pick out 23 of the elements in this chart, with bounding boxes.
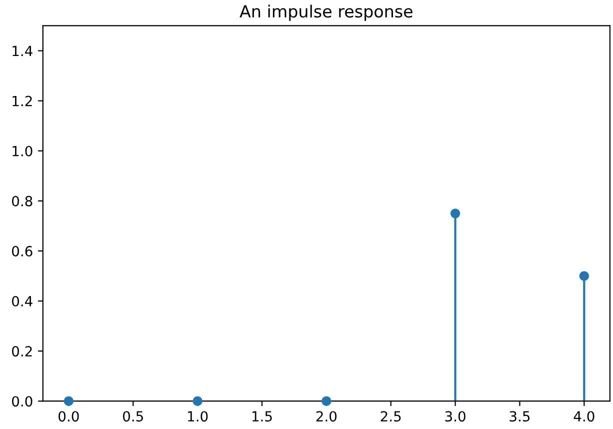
point: [64, 396, 74, 406]
y-tick-label: 0.8: [12, 196, 32, 206]
point: [192, 396, 202, 406]
x-tick-label: 1.0: [188, 411, 208, 422]
x-tick-label: 2.0: [316, 411, 337, 422]
y-tick-label: 0.2: [12, 346, 32, 357]
y-tick-label: 1.0: [12, 146, 32, 156]
x-tick-label: 3.5: [510, 411, 530, 422]
y-tick-label: 1.2: [12, 96, 32, 106]
x-tick-label: 1.5: [252, 411, 272, 422]
point: [450, 208, 460, 218]
x-tick-label: 3.0: [445, 411, 466, 422]
y-tick-label: 0.6: [12, 246, 32, 256]
chart-title: An impulse response: [240, 4, 412, 21]
y-tick-label: 0.4: [12, 296, 32, 306]
y-tick-label: 0.0: [12, 396, 32, 407]
point: [322, 396, 332, 406]
point: [579, 271, 590, 281]
y-tick-label: 1.4: [12, 46, 32, 56]
x-tick-label: 4.0: [574, 411, 594, 422]
x-tick-label: 0.5: [122, 411, 143, 422]
x-tick-label: 0.0: [58, 411, 79, 422]
x-tick-label: 2.5: [380, 411, 401, 422]
